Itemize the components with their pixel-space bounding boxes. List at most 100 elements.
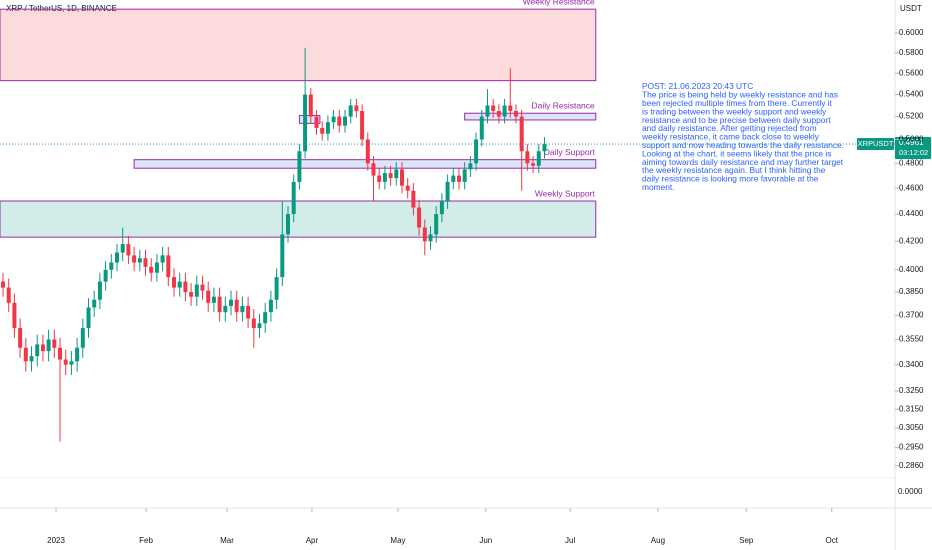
candle-body <box>194 284 199 297</box>
y-tick-label: 0.5200 <box>899 112 924 121</box>
candle-body <box>166 255 171 278</box>
scale-bottom-label: 0.0000 <box>898 487 923 496</box>
candle-body <box>189 292 194 297</box>
y-tick-label: 0.3850 <box>899 287 924 296</box>
note-line: The price is being held by weekly resist… <box>642 90 838 100</box>
candle-body <box>371 163 376 176</box>
candle-body <box>382 173 387 182</box>
x-tick-label: 2023 <box>47 536 65 545</box>
candle-body <box>149 266 154 273</box>
candle-body <box>229 299 233 306</box>
chart-title: XRP / TetherUS, 1D, BINANCE <box>6 4 117 13</box>
candle-body <box>525 151 530 164</box>
candle-body <box>485 105 490 117</box>
note-line: daily resistance is looking more favorab… <box>642 174 819 184</box>
candle-body <box>183 281 188 293</box>
candle-body <box>331 116 336 123</box>
price-tag-label: 0.4961 <box>899 138 924 147</box>
candle-body <box>496 110 501 117</box>
countdown-label: 03:12:02 <box>899 148 928 157</box>
note-line: aiming towards daily resistance and may … <box>642 157 844 167</box>
note-line: support and now heading towards the dail… <box>642 140 844 150</box>
candle-body <box>325 122 330 134</box>
x-tick-label: Apr <box>306 536 319 545</box>
candle-body <box>439 201 444 215</box>
candle-body <box>451 175 456 182</box>
y-tick-label: 0.4600 <box>899 183 924 192</box>
candle-body <box>217 296 222 313</box>
candle-body <box>377 175 382 182</box>
y-tick-label: 0.5000 <box>899 135 924 144</box>
candle-body <box>6 287 11 303</box>
y-tick-label: 0.4200 <box>899 236 924 245</box>
candle-body <box>491 105 496 111</box>
zone <box>0 200 597 238</box>
note-line: been rejected multiple times from there.… <box>642 98 833 108</box>
candle-body <box>531 163 536 166</box>
candle-body <box>120 244 125 253</box>
candle-body <box>399 169 404 186</box>
y-tick-label: 0.2860 <box>899 461 924 470</box>
candle-body <box>388 173 393 179</box>
symbol-tag <box>857 138 894 151</box>
zone-label: Daily Support <box>544 147 596 157</box>
note-line: POST: 21.06.2023 20:43 UTC <box>642 81 753 91</box>
y-tick-label: 0.4000 <box>899 265 924 274</box>
candle-body <box>286 214 290 235</box>
candle-body <box>69 361 74 365</box>
candle-body <box>474 139 479 164</box>
candle-body <box>462 169 467 182</box>
candle-body <box>348 105 353 117</box>
x-tick-label: Jun <box>479 536 492 545</box>
candle-body <box>154 262 159 273</box>
candle-body <box>422 227 427 242</box>
candle-body <box>536 151 541 166</box>
candle-body <box>103 269 108 282</box>
candle-body <box>234 299 239 313</box>
candle-body <box>257 323 262 329</box>
note-line: resistance and to be precise between dai… <box>642 115 831 125</box>
y-tick-label: 0.3400 <box>899 360 924 369</box>
candle-body <box>80 328 85 348</box>
candle-body <box>177 281 182 288</box>
candle-body <box>479 116 484 140</box>
x-tick-label: Jul <box>565 536 575 545</box>
candle-body <box>508 105 513 111</box>
candle-body <box>46 339 51 352</box>
candle-body <box>29 356 34 362</box>
candle-body <box>314 116 319 128</box>
candle-body <box>223 305 228 313</box>
y-tick-label: 0.2950 <box>899 443 924 452</box>
candle-body <box>365 139 370 164</box>
x-tick-label: Feb <box>139 536 153 545</box>
candle-body <box>160 255 165 263</box>
candle-body <box>417 207 422 228</box>
candle-body <box>513 110 518 117</box>
candle-body <box>246 305 251 319</box>
note-line: and daily resistance. After getting reje… <box>642 123 817 133</box>
y-tick-label: 0.4400 <box>899 209 924 218</box>
zone-label: Weekly Support <box>535 188 595 198</box>
candle-body <box>394 169 399 179</box>
x-tick-label: Mar <box>220 536 234 545</box>
candle-body <box>297 151 302 182</box>
y-tick-label: 0.5800 <box>899 48 924 57</box>
candle-body <box>40 344 45 352</box>
candle-body <box>200 284 205 291</box>
candle-body <box>263 312 268 324</box>
candle-body <box>411 190 416 208</box>
candle-body <box>126 244 131 256</box>
zone <box>0 8 597 82</box>
x-tick-label: Oct <box>826 536 839 545</box>
candle-body <box>268 299 273 313</box>
candle-body <box>342 116 347 126</box>
candle-body <box>280 234 285 278</box>
candle-body <box>137 258 142 263</box>
y-tick-label: 0.3150 <box>899 404 924 413</box>
candle-body <box>75 347 80 362</box>
x-tick-label: May <box>390 536 405 545</box>
candle-body <box>308 94 313 117</box>
candle-body <box>519 116 524 152</box>
y-tick-label: 0.3250 <box>899 386 924 395</box>
candle-body <box>172 277 177 288</box>
